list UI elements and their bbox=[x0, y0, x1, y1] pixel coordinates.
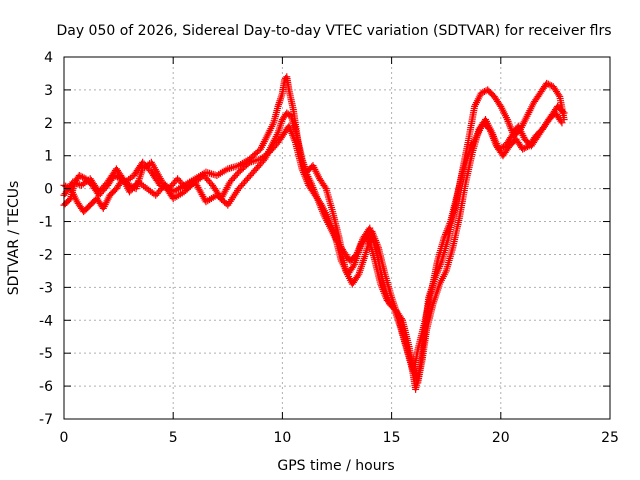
data-point bbox=[233, 170, 241, 178]
plot-frame bbox=[63, 56, 611, 420]
y-axis-label: SDTVAR / TECUs bbox=[6, 181, 22, 296]
x-tick-label: 15 bbox=[383, 430, 401, 446]
data-point bbox=[479, 88, 487, 96]
x-tick-label: 10 bbox=[273, 430, 291, 446]
y-tick-label: 0 bbox=[44, 182, 53, 198]
series-track-3 bbox=[60, 109, 566, 377]
data-points bbox=[60, 73, 568, 393]
data-point bbox=[558, 119, 566, 127]
x-tick-label: 20 bbox=[492, 430, 510, 446]
y-tick-label: -6 bbox=[39, 379, 53, 395]
y-tick-labels: -7 -6 -5 -4 -3 -2 -1 0 1 2 3 4 bbox=[39, 50, 53, 428]
data-point bbox=[75, 171, 83, 179]
y-tick-label: -5 bbox=[39, 346, 53, 362]
data-point bbox=[522, 144, 530, 151]
x-tick-label: 25 bbox=[601, 430, 619, 446]
data-point bbox=[496, 101, 504, 109]
data-point bbox=[477, 89, 485, 97]
x-axis-label: GPS time / hours bbox=[277, 458, 394, 474]
data-point bbox=[354, 272, 362, 280]
y-tick-label: -7 bbox=[39, 412, 53, 428]
data-point bbox=[79, 173, 87, 181]
data-point bbox=[555, 91, 563, 99]
data-point bbox=[349, 262, 357, 270]
y-tick-label: 3 bbox=[44, 83, 53, 99]
data-point bbox=[520, 144, 528, 152]
grid bbox=[64, 57, 610, 419]
ticks bbox=[63, 56, 611, 420]
y-tick-label: -4 bbox=[39, 313, 53, 329]
data-point bbox=[321, 183, 329, 191]
data-point bbox=[559, 108, 567, 116]
y-tick-label: 2 bbox=[44, 116, 53, 132]
x-tick-labels: 0 5 10 15 20 25 bbox=[60, 430, 619, 446]
data-point bbox=[560, 109, 568, 117]
data-point bbox=[543, 79, 551, 87]
y-tick-label: 4 bbox=[44, 50, 53, 66]
x-tick-label: 5 bbox=[169, 430, 178, 446]
data-point bbox=[544, 80, 552, 88]
chart-title: Day 050 of 2026, Sidereal Day-to-day VTE… bbox=[56, 23, 611, 39]
y-tick-label: -3 bbox=[39, 280, 53, 296]
y-tick-label: -1 bbox=[39, 215, 53, 231]
data-point bbox=[546, 81, 554, 89]
data-point bbox=[77, 172, 85, 180]
y-tick-label: -2 bbox=[39, 247, 53, 263]
x-tick-label: 0 bbox=[60, 430, 69, 446]
data-point bbox=[557, 117, 565, 125]
y-tick-label: 1 bbox=[44, 149, 53, 165]
data-point bbox=[317, 199, 325, 207]
data-point bbox=[519, 145, 527, 153]
